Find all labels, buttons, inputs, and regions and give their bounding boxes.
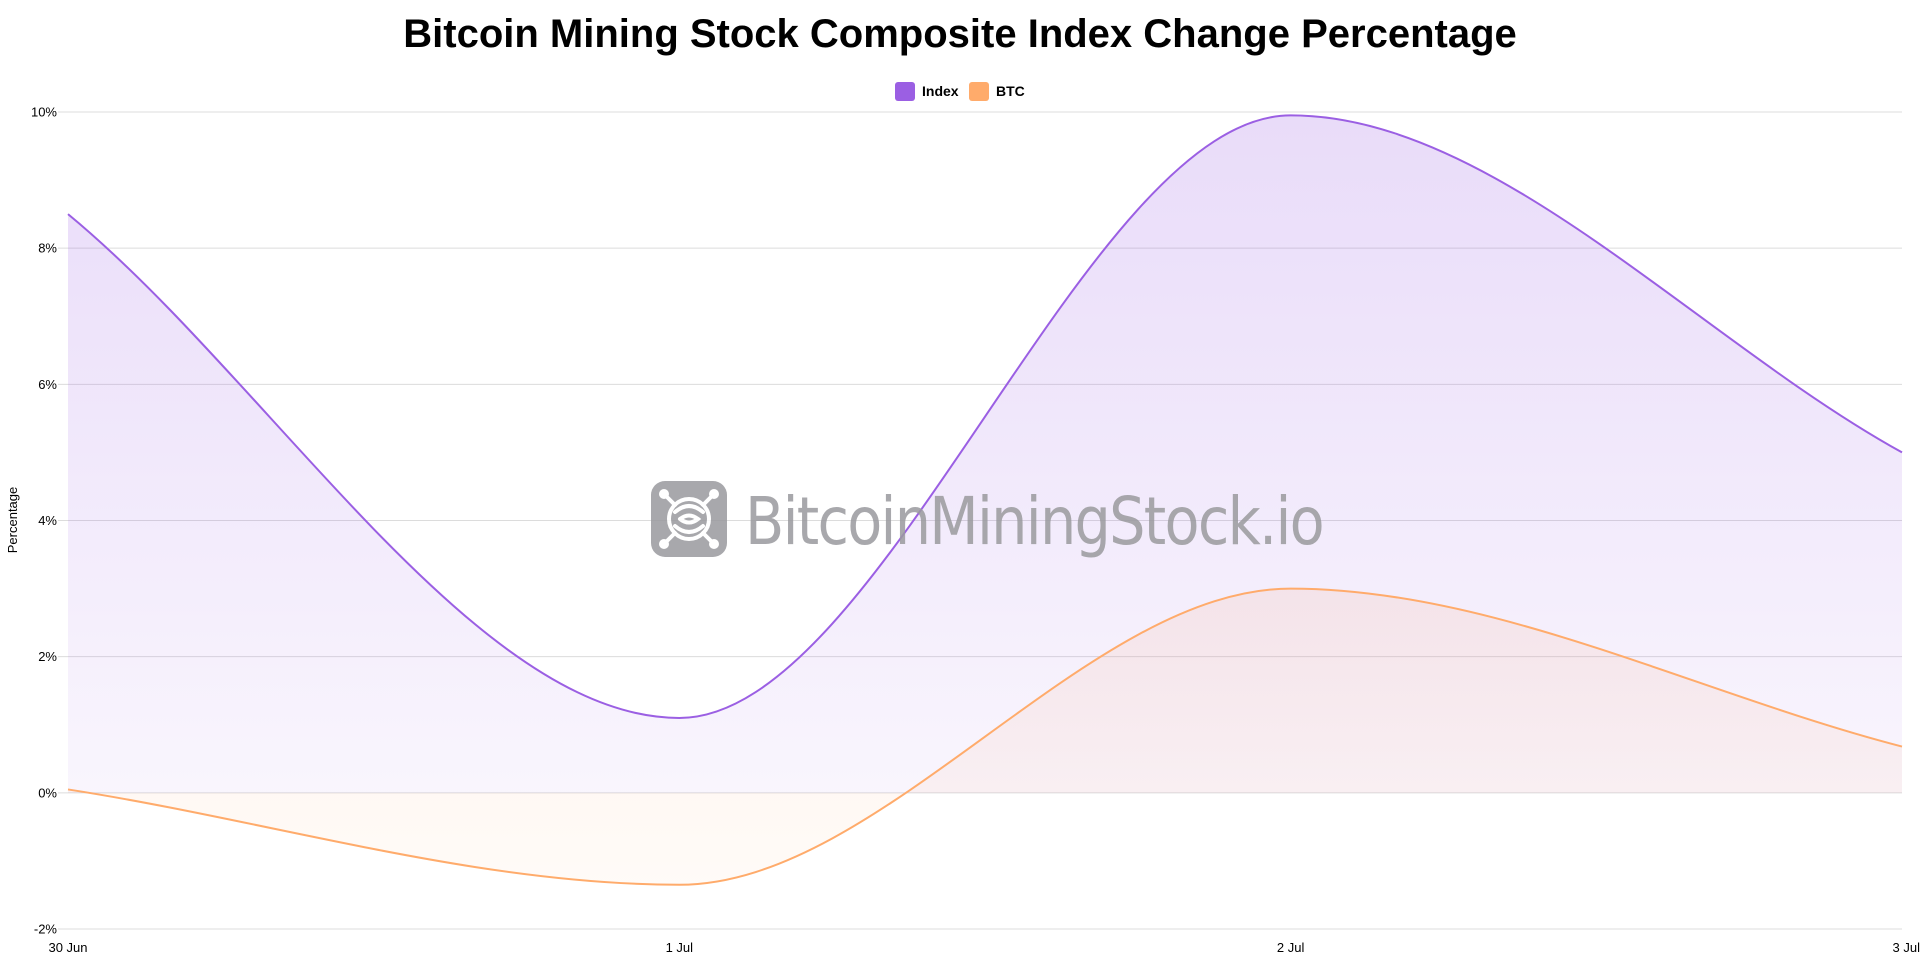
- area-fill-index: [68, 115, 1902, 793]
- x-axis: 30 Jun 1 Jul 2 Jul 3 Jul: [48, 940, 1920, 955]
- x-tick-label: 1 Jul: [666, 940, 694, 955]
- legend-swatch-btc: [969, 82, 989, 101]
- x-tick-label: 2 Jul: [1277, 940, 1305, 955]
- chart-title: Bitcoin Mining Stock Composite Index Cha…: [403, 12, 1517, 56]
- y-tick-label: 2%: [38, 649, 57, 664]
- y-tick-label: -2%: [34, 922, 58, 937]
- legend-item-index[interactable]: Index: [895, 82, 959, 101]
- x-tick-label: 30 Jun: [48, 940, 87, 955]
- legend-label-btc: BTC: [996, 83, 1025, 99]
- watermark-logo-icon: [651, 481, 727, 557]
- legend-item-btc[interactable]: BTC: [969, 82, 1025, 101]
- y-axis: -2% 0% 2% 4% 6% 8% 10%: [31, 105, 57, 937]
- y-tick-label: 4%: [38, 513, 57, 528]
- x-tick-label: 3 Jul: [1893, 940, 1920, 955]
- y-axis-title: Percentage: [5, 487, 20, 554]
- y-tick-label: 6%: [38, 377, 57, 392]
- series-line-index: [67, 114, 1903, 719]
- y-tick-label: 8%: [38, 241, 57, 256]
- series-layer: [67, 114, 1903, 886]
- y-tick-label: 10%: [31, 105, 57, 120]
- legend-swatch-index: [895, 82, 915, 101]
- watermark-text: BitcoinMiningStock.io: [745, 483, 1323, 560]
- legend: Index BTC: [895, 82, 1025, 101]
- watermark: BitcoinMiningStock.io: [651, 481, 1325, 560]
- legend-label-index: Index: [922, 83, 959, 99]
- series-line-btc: [67, 587, 1903, 886]
- y-tick-label: 0%: [38, 785, 57, 800]
